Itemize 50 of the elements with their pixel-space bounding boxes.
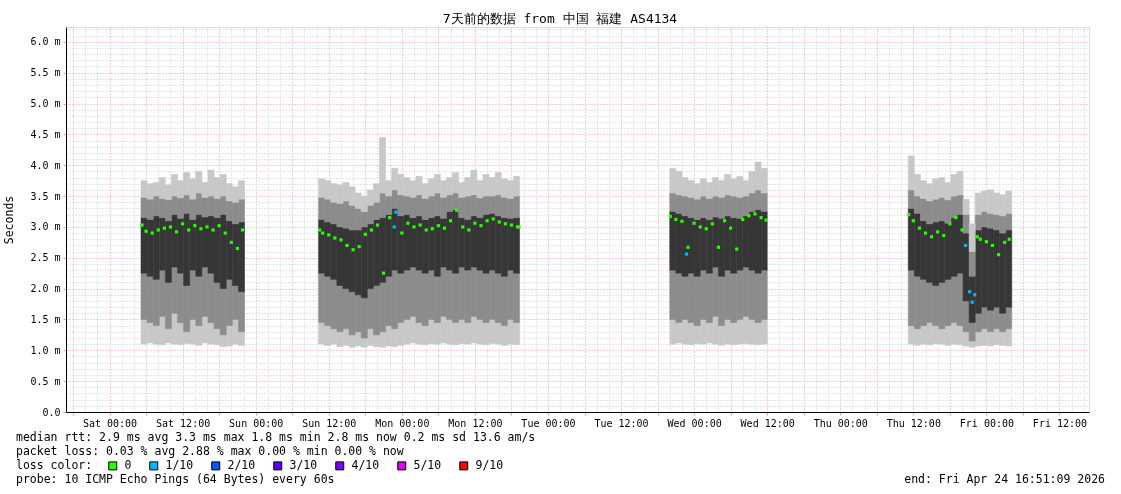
- y-tick-label: 0.0: [42, 406, 61, 418]
- legend-label: 1/10: [165, 457, 194, 472]
- y-tick-label: 4.5 m: [30, 128, 61, 140]
- x-tick-label: Sun 12:00: [302, 417, 357, 429]
- legend-label: 5/10: [413, 457, 442, 472]
- legend-title: loss color:: [16, 458, 93, 472]
- x-tick-label: Fri 00:00: [959, 417, 1014, 429]
- y-tick-label: 0.5 m: [30, 375, 61, 387]
- point: [970, 300, 974, 304]
- y-tick-label: 1.0 m: [30, 344, 61, 356]
- x-tick-label: Thu 00:00: [813, 417, 868, 429]
- text: probe: 10 ICMP Echo Pings (64 Bytes) every 60s: [16, 472, 335, 486]
- y-tick-label: 4.0 m: [30, 159, 61, 171]
- point: [684, 252, 689, 256]
- y-tick-label: 5.5 m: [30, 67, 61, 79]
- y-tick-label: 2.0 m: [30, 283, 61, 295]
- y-tick-label: 6.0 m: [30, 36, 61, 48]
- x-tick-label: Mon 12:00: [448, 417, 503, 429]
- y-tick-label: 1.5 m: [30, 313, 61, 325]
- legend-label: 9/10: [475, 457, 504, 472]
- x-tick-label: Tue 12:00: [594, 417, 649, 429]
- text: median rtt: 2.9 ms avg 3.3 ms max 1.8 ms min 2.8 ms now 0.2 ms sd 13.6 am/s: [16, 430, 536, 444]
- point: [964, 243, 968, 247]
- x-tick-label: Sat 00:00: [82, 417, 138, 429]
- x-tick-label: Sat 12:00: [156, 417, 211, 429]
- y-tick-label: 2.5 m: [30, 252, 61, 264]
- y-tick-label: 3.0 m: [30, 221, 61, 233]
- x-tick-label: Wed 12:00: [740, 417, 795, 429]
- bar: [962, 214, 970, 234]
- point: [973, 293, 977, 297]
- bar: [968, 251, 976, 277]
- text: end: Fri Apr 24 16:51:09 2026: [904, 472, 1106, 486]
- legend-label: 2/10: [227, 457, 256, 472]
- x-tick-label: Sun 00:00: [229, 417, 284, 429]
- y-tick-label: 5.0 m: [30, 98, 61, 110]
- x-tick-label: Thu 12:00: [886, 417, 941, 429]
- y-axis-title: Seconds: [2, 195, 17, 245]
- x-tick-label: Mon 00:00: [375, 417, 430, 429]
- point: [392, 225, 396, 229]
- legend-label: 4/10: [351, 457, 380, 472]
- x-tick-label: Tue 00:00: [521, 417, 576, 429]
- y-tick-label: 3.5 m: [30, 190, 61, 202]
- point: [394, 210, 398, 214]
- x-tick-label: Fri 12:00: [1032, 417, 1088, 429]
- legend-label: 0: [124, 457, 132, 472]
- legend-label: 3/10: [289, 457, 318, 472]
- chart-title: 7天前的数据 from 中国 福建 AS4134: [442, 11, 678, 27]
- text: packet loss: 0.03 % avg 2.88 % max 0.00 % min 0.00 % now: [16, 444, 404, 458]
- x-tick-label: Wed 00:00: [667, 417, 722, 429]
- point: [968, 290, 972, 294]
